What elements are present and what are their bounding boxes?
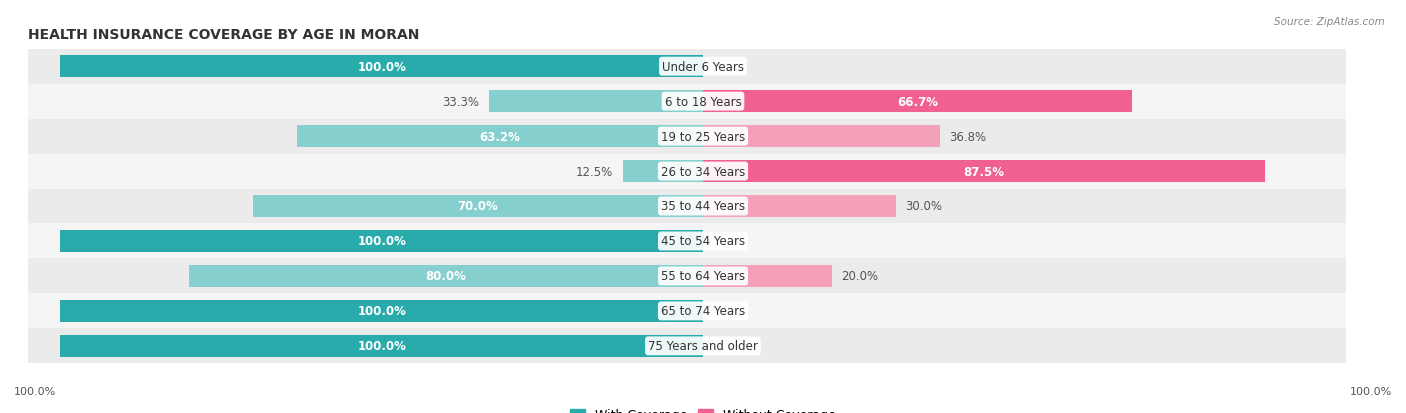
Bar bbox=[28, 119, 1346, 154]
Text: 70.0%: 70.0% bbox=[458, 200, 498, 213]
Text: Source: ZipAtlas.com: Source: ZipAtlas.com bbox=[1274, 17, 1385, 26]
Bar bbox=[703, 161, 1265, 183]
Bar bbox=[60, 56, 703, 78]
Bar bbox=[28, 294, 1346, 329]
Bar bbox=[28, 224, 1346, 259]
Text: 87.5%: 87.5% bbox=[963, 165, 1005, 178]
Legend: With Coverage, Without Coverage: With Coverage, Without Coverage bbox=[565, 404, 841, 413]
Bar bbox=[623, 161, 703, 183]
Text: 45 to 54 Years: 45 to 54 Years bbox=[661, 235, 745, 248]
Bar bbox=[703, 126, 939, 147]
Text: 26 to 34 Years: 26 to 34 Years bbox=[661, 165, 745, 178]
Text: 100.0%: 100.0% bbox=[357, 305, 406, 318]
Text: 33.3%: 33.3% bbox=[443, 95, 479, 108]
Bar bbox=[188, 266, 703, 287]
Text: 20.0%: 20.0% bbox=[841, 270, 879, 283]
Bar bbox=[60, 335, 703, 357]
Text: 55 to 64 Years: 55 to 64 Years bbox=[661, 270, 745, 283]
Text: Under 6 Years: Under 6 Years bbox=[662, 61, 744, 74]
Text: 65 to 74 Years: 65 to 74 Years bbox=[661, 305, 745, 318]
Text: 6 to 18 Years: 6 to 18 Years bbox=[665, 95, 741, 108]
Text: 30.0%: 30.0% bbox=[905, 200, 942, 213]
Text: 75 Years and older: 75 Years and older bbox=[648, 339, 758, 352]
Bar bbox=[28, 189, 1346, 224]
Text: 80.0%: 80.0% bbox=[426, 270, 467, 283]
Text: 100.0%: 100.0% bbox=[357, 235, 406, 248]
Text: 12.5%: 12.5% bbox=[576, 165, 613, 178]
Bar bbox=[28, 50, 1346, 84]
Text: 63.2%: 63.2% bbox=[479, 130, 520, 143]
Bar bbox=[60, 300, 703, 322]
Text: 100.0%: 100.0% bbox=[1350, 387, 1392, 396]
Text: 100.0%: 100.0% bbox=[357, 339, 406, 352]
Bar bbox=[297, 126, 703, 147]
Text: 100.0%: 100.0% bbox=[357, 61, 406, 74]
Text: 36.8%: 36.8% bbox=[949, 130, 986, 143]
Bar bbox=[703, 196, 896, 217]
Bar bbox=[28, 259, 1346, 294]
Bar bbox=[60, 230, 703, 252]
Bar bbox=[703, 266, 831, 287]
Text: 66.7%: 66.7% bbox=[897, 95, 938, 108]
Text: HEALTH INSURANCE COVERAGE BY AGE IN MORAN: HEALTH INSURANCE COVERAGE BY AGE IN MORA… bbox=[28, 28, 419, 41]
Bar bbox=[28, 154, 1346, 189]
Bar bbox=[489, 91, 703, 113]
Bar bbox=[253, 196, 703, 217]
Bar bbox=[28, 84, 1346, 119]
Text: 100.0%: 100.0% bbox=[14, 387, 56, 396]
Text: 19 to 25 Years: 19 to 25 Years bbox=[661, 130, 745, 143]
Bar bbox=[703, 91, 1132, 113]
Text: 35 to 44 Years: 35 to 44 Years bbox=[661, 200, 745, 213]
Bar bbox=[28, 329, 1346, 363]
